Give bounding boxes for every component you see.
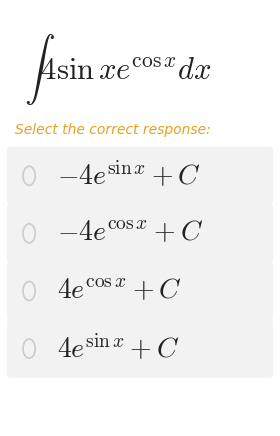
FancyBboxPatch shape — [7, 320, 273, 378]
Text: Select the correct response:: Select the correct response: — [15, 123, 211, 137]
FancyBboxPatch shape — [7, 262, 273, 320]
Text: $\int 4 \sin x e^{\cos x} dx$: $\int 4 \sin x e^{\cos x} dx$ — [24, 32, 211, 107]
Text: $-4e^{\sin x} + C$: $-4e^{\sin x} + C$ — [57, 160, 201, 191]
FancyBboxPatch shape — [7, 204, 273, 262]
Text: $4e^{\cos x} + C$: $4e^{\cos x} + C$ — [57, 277, 181, 305]
FancyBboxPatch shape — [7, 146, 273, 205]
Text: $-4e^{\cos x} + C$: $-4e^{\cos x} + C$ — [57, 219, 203, 247]
Text: $4e^{\sin x} + C$: $4e^{\sin x} + C$ — [57, 334, 179, 364]
